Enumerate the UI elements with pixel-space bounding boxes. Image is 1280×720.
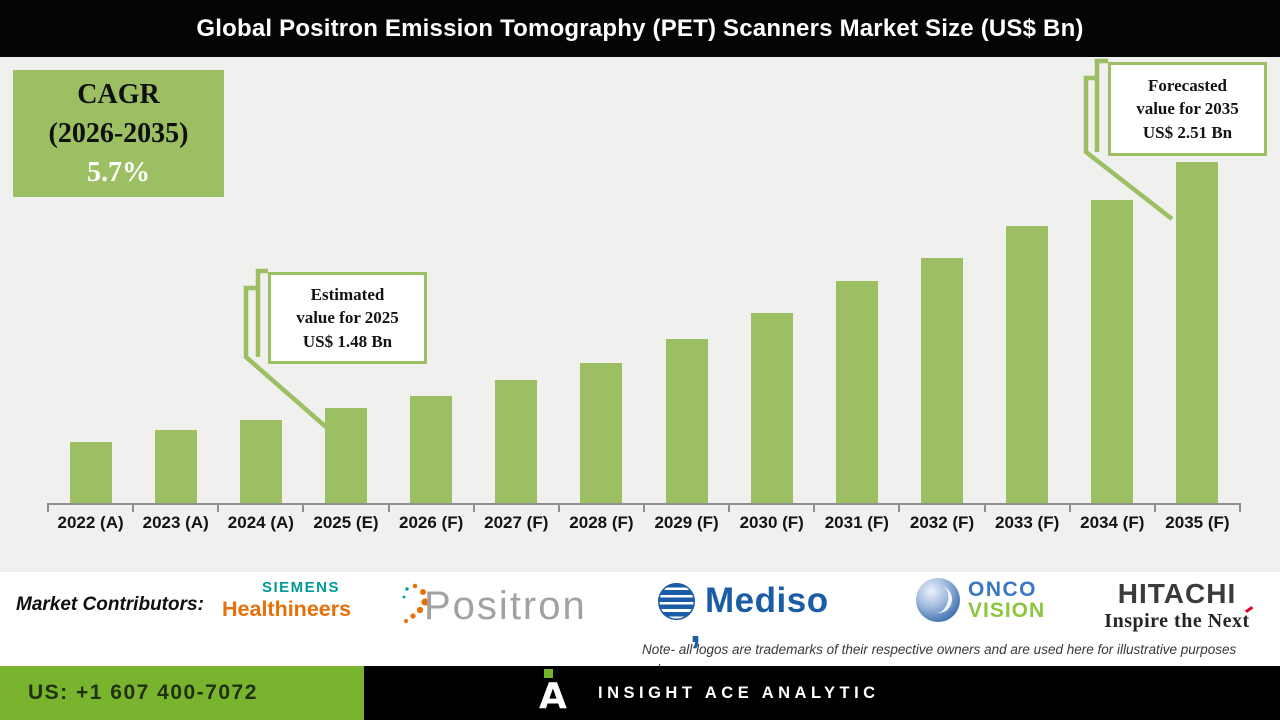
x-axis-label: 2030 (F): [739, 513, 804, 532]
bar-2030 (F): [750, 313, 793, 503]
vision-wordmark: VISION: [968, 599, 1046, 622]
footer-brand-bar: A INSIGHT ACE ANALYTIC: [364, 666, 1280, 720]
callout-connector-2035-outer: [1083, 75, 1174, 221]
contributors-strip: Market Contributors: SIEMENS Healthineer…: [0, 572, 1280, 666]
insight-ace-logo-icon: A: [536, 668, 576, 718]
footer-phone-bar: US: +1 607 400-7072: [0, 666, 364, 720]
callout-forecasted-value: US$ 2.51 Bn: [1142, 122, 1233, 142]
bar-2032 (F): [921, 258, 963, 503]
x-axis-label: 2023 (A): [142, 513, 209, 532]
bar-plot: 2022 (A) 2023 (A) 2024 (A) 2025 (E) 2026 (F)…: [0, 57, 1280, 572]
x-axis-label: 2035 (F): [1165, 513, 1230, 532]
siemens-healthineers-logo: SIEMENS Healthineers: [222, 579, 429, 623]
hitachi-logo: HITACHI Inspire the Next: [1091, 580, 1263, 633]
bar-2025 (E): [325, 408, 367, 503]
x-axis-tick: [557, 503, 560, 512]
cagr-badge: CAGR (2026-2035) 5.7%: [13, 70, 224, 197]
oncovision-logo: ONCO VISION: [916, 578, 1045, 622]
x-axis-label: 2032 (F): [909, 513, 975, 532]
bar-2024 (A): [239, 420, 282, 503]
bar-2033 (F): [1006, 226, 1049, 503]
callout-estimated-value: US$ 1.48 Bn: [302, 331, 393, 351]
callout-estimated-2025: Estimated value for 2025 US$ 1.48 Bn: [268, 272, 427, 364]
x-axis-tick: [643, 503, 645, 512]
x-axis-label: 2027 (F): [484, 513, 549, 532]
hitachi-tagline-text: Inspire the Nex: [1104, 610, 1243, 632]
x-axis-tick: [387, 503, 390, 512]
insight-ace-logo-square: [544, 669, 553, 678]
hitachi-tagline-accented-t: t: [1242, 610, 1250, 632]
chart-area: CAGR (2026-2035) 5.7% Estimated value fo…: [0, 57, 1280, 572]
cagr-value: 5.7%: [87, 157, 150, 188]
callout-forecasted-line1: Forecasted: [1148, 75, 1227, 95]
oncovision-sphere-icon: [916, 578, 960, 622]
x-axis-tick: [983, 503, 986, 512]
x-axis-label: 2026 (F): [399, 513, 464, 532]
hitachi-wordmark: HITACHI: [1117, 578, 1237, 609]
callout-estimated-line1: Estimated: [310, 284, 385, 304]
x-axis-label: 2024 (A): [227, 513, 294, 532]
siemens-dots-icon: [402, 583, 429, 623]
x-axis-tick: [1239, 503, 1241, 512]
bar-2034 (F): [1091, 200, 1134, 503]
cagr-period: (2026-2035): [48, 118, 189, 149]
page-title: Global Positron Emission Tomography (PET…: [196, 14, 1084, 42]
title-bar: Global Positron Emission Tomography (PET…: [0, 0, 1280, 57]
callout-connectors: [243, 58, 1174, 429]
bar-2035 (F): [1176, 162, 1219, 503]
mediso-logo: , Mediso: [658, 581, 829, 649]
hitachi-tagline: Inspire the Next: [1091, 610, 1263, 633]
x-axis-tick: [728, 503, 731, 512]
callout-estimated-line2: value for 2025: [296, 308, 399, 328]
x-axis-tick: [47, 503, 49, 512]
x-axis-label: 2034 (F): [1080, 513, 1145, 532]
x-axis-label: 2033 (F): [995, 513, 1060, 532]
x-axis-tick: [813, 503, 816, 512]
mediso-globe-icon: ,: [658, 582, 701, 649]
x-axis-tick: [1153, 503, 1156, 512]
cagr-label: CAGR: [77, 79, 160, 110]
trademark-note-line1: Note- all logos are trademarks of their …: [642, 642, 1237, 657]
insight-ace-logo-letter: A: [539, 676, 567, 717]
callout-forecasted-line2: value for 2035: [1136, 99, 1239, 119]
callout-connector-2025-inner: [255, 268, 268, 357]
callout-connector-2035-inner: [1094, 58, 1108, 152]
contributors-label: Market Contributors:: [16, 594, 204, 615]
x-axis-tick: [132, 503, 135, 512]
callout-connector-2025-outer: [243, 285, 328, 429]
phone-number: US: +1 607 400-7072: [28, 681, 258, 704]
bar-2022 (A): [69, 442, 112, 503]
bar-2023 (A): [154, 430, 197, 503]
x-axis-label: 2022 (A): [57, 513, 124, 532]
healthineers-wordmark: Healthineers: [222, 597, 352, 621]
x-axis-label: 2031 (F): [824, 513, 889, 532]
bar-2027 (F): [495, 380, 538, 503]
x-axis-tick: [217, 503, 220, 512]
bar-2026 (F): [410, 396, 453, 503]
x-axis-label: 2025 (E): [313, 513, 379, 532]
siemens-wordmark: SIEMENS: [262, 579, 341, 596]
bar-2031 (F): [835, 281, 878, 503]
bar-2029 (F): [665, 339, 708, 503]
x-axis-label: 2029 (F): [654, 513, 719, 532]
x-axis-tick: [898, 503, 901, 512]
bar-2028 (F): [580, 363, 623, 503]
x-axis-tick: [472, 503, 475, 512]
x-axis-tick: [1068, 503, 1071, 512]
callout-forecasted-2035: Forecasted value for 2035 US$ 2.51 Bn: [1108, 62, 1267, 156]
brand-name: INSIGHT ACE ANALYTIC: [598, 683, 880, 702]
positron-logo: Positron: [424, 584, 587, 628]
mediso-wordmark: Mediso: [705, 581, 829, 620]
x-axis-label: 2028 (F): [569, 513, 634, 532]
onco-wordmark: ONCO: [968, 578, 1037, 601]
x-axis-tick: [302, 503, 305, 512]
